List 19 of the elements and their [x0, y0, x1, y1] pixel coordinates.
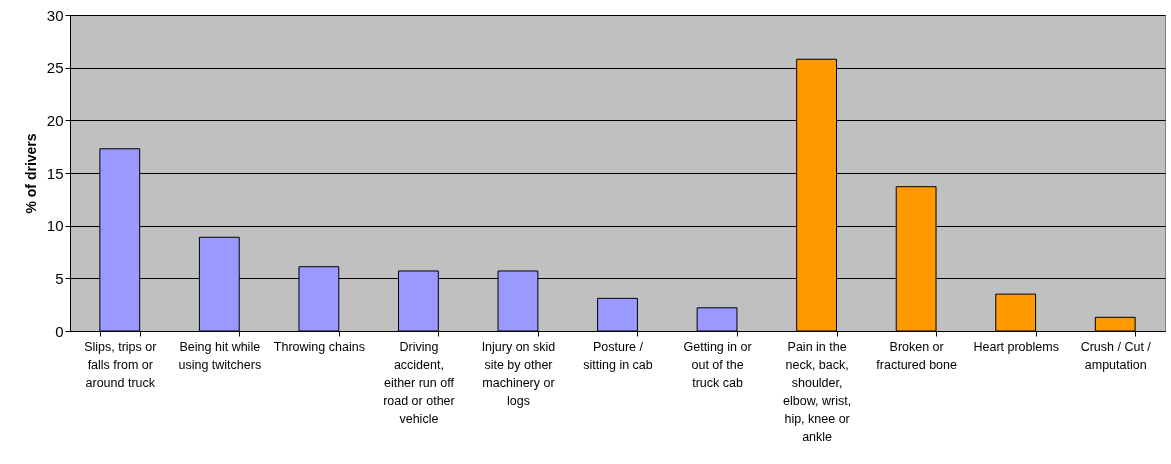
x-tick-label: Getting in or out of the truck cab [683, 339, 752, 390]
y-tick-label: 5 [55, 269, 64, 287]
y-tick-label: 0 [55, 322, 64, 340]
x-tick-label: Being hit while using twitchers [178, 339, 262, 372]
y-tick-label: 10 [46, 217, 64, 235]
x-tick-label: Broken or fractured bone [876, 339, 957, 372]
x-tick-label: Slips, trips or falls from or around truck [84, 339, 157, 390]
y-tick-label: 30 [46, 6, 64, 24]
x-tick-label: Injury on skid site by other machinery or logs [481, 339, 556, 408]
x-tick-label: Pain in the neck, back, shoulder, elbow, wrist, hip, knee or ankle [783, 339, 852, 444]
x-tick-label: Driving accident, either run off road or other vehicle [383, 339, 455, 426]
y-axis-title: % of drivers [22, 133, 39, 214]
y-tick-label: 20 [46, 111, 64, 129]
y-tick-label: 25 [46, 59, 64, 77]
y-tick-label: 15 [46, 164, 64, 182]
x-tick-label: Posture / sitting in cab [583, 339, 653, 372]
x-tick-label: Crush / Cut / amputation [1080, 339, 1152, 372]
x-tick-label: Heart problems [973, 339, 1059, 354]
x-tick-label: Throwing chains [273, 339, 365, 354]
